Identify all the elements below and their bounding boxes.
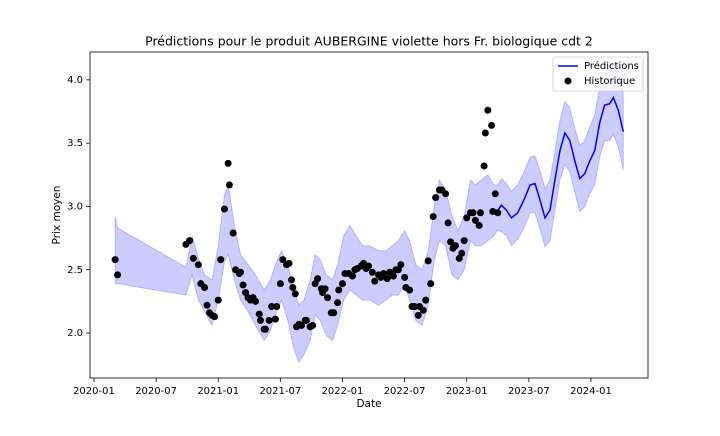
x-tick-label: 2022-01 [322, 386, 364, 397]
history-point [481, 129, 489, 137]
history-point [210, 313, 218, 321]
history-point [194, 261, 202, 269]
history-point [268, 302, 276, 310]
history-point [442, 190, 450, 198]
history-point [406, 286, 414, 294]
history-point [475, 221, 483, 229]
history-point [276, 280, 284, 288]
history-point [476, 209, 484, 217]
history-point [203, 301, 211, 309]
history-point [488, 121, 496, 129]
history-point [494, 209, 502, 217]
history-point [279, 256, 287, 264]
legend-label: Prédictions [584, 60, 639, 72]
history-point [484, 106, 492, 114]
y-tick-label: 2.5 [67, 265, 83, 276]
history-point [480, 162, 488, 170]
x-tick-label: 2020-07 [135, 386, 177, 397]
history-point [334, 299, 342, 307]
y-tick-label: 2.0 [67, 328, 83, 339]
legend-label: Historique [584, 76, 635, 87]
x-axis-label: Date [356, 398, 381, 410]
history-point [189, 254, 197, 262]
history-point [458, 249, 466, 257]
history-point [460, 237, 468, 245]
history-point [288, 276, 296, 284]
history-point [314, 275, 322, 283]
plot-frame [89, 51, 649, 379]
history-point [335, 286, 343, 294]
legend-dot [564, 77, 572, 85]
history-point [471, 216, 479, 224]
history-point [422, 296, 430, 304]
history-point [348, 272, 356, 280]
history-point [368, 268, 376, 276]
x-tick-label: 2020-01 [73, 386, 115, 397]
history-point [365, 262, 373, 270]
history-point [289, 283, 297, 291]
history-point [186, 237, 194, 245]
history-point [302, 316, 310, 324]
history-point [414, 311, 422, 319]
y-tick-label: 3.5 [67, 138, 83, 149]
history-point [321, 285, 329, 293]
history-point [447, 238, 455, 246]
history-point [324, 294, 332, 302]
history-point [297, 321, 305, 329]
x-tick-label: 2022-07 [384, 386, 426, 397]
history-point [338, 280, 346, 288]
x-tick-label: 2023-07 [508, 386, 550, 397]
history-point [224, 159, 232, 167]
history-point [491, 190, 499, 198]
history-point [432, 194, 440, 202]
x-tick-label: 2023-01 [446, 386, 488, 397]
history-point [265, 316, 273, 324]
history-point [255, 310, 263, 318]
history-point [469, 209, 477, 217]
history-point [452, 242, 460, 250]
history-point [273, 302, 281, 310]
history-point [229, 229, 237, 237]
history-point [424, 257, 432, 265]
history-point [389, 272, 397, 280]
history-point [330, 309, 338, 317]
y-tick-label: 3.0 [67, 201, 83, 212]
x-tick-label: 2021-07 [259, 386, 301, 397]
history-point [251, 297, 259, 305]
history-point [429, 213, 437, 221]
history-point [401, 273, 409, 281]
history-point [411, 302, 419, 310]
history-point [371, 277, 379, 285]
history-point [379, 270, 387, 278]
history-point [239, 281, 247, 289]
x-tick-label: 2021-01 [197, 386, 239, 397]
history-point [214, 296, 222, 304]
history-point [225, 181, 233, 189]
history-point [309, 321, 317, 329]
history-point [111, 256, 119, 264]
y-axis-label: Prix moyen [51, 186, 63, 245]
history-point [291, 290, 299, 298]
x-tick-label: 2024-01 [570, 386, 612, 397]
y-tick-label: 4.0 [67, 75, 83, 86]
prediction-line [497, 95, 625, 220]
history-point [261, 325, 269, 333]
history-point [220, 205, 228, 213]
history-point [201, 283, 209, 291]
history-point [237, 268, 245, 276]
history-point [463, 214, 471, 222]
history-point [397, 261, 405, 269]
history-point [285, 259, 293, 267]
history-point [427, 280, 435, 288]
history-point [383, 275, 391, 283]
history-point [217, 256, 225, 264]
history-point [271, 315, 279, 323]
history-point [114, 271, 122, 279]
chart-title: Prédictions pour le produit AUBERGINE vi… [145, 34, 593, 49]
history-point [419, 306, 427, 314]
history-point [256, 316, 264, 324]
history-point [444, 219, 452, 227]
